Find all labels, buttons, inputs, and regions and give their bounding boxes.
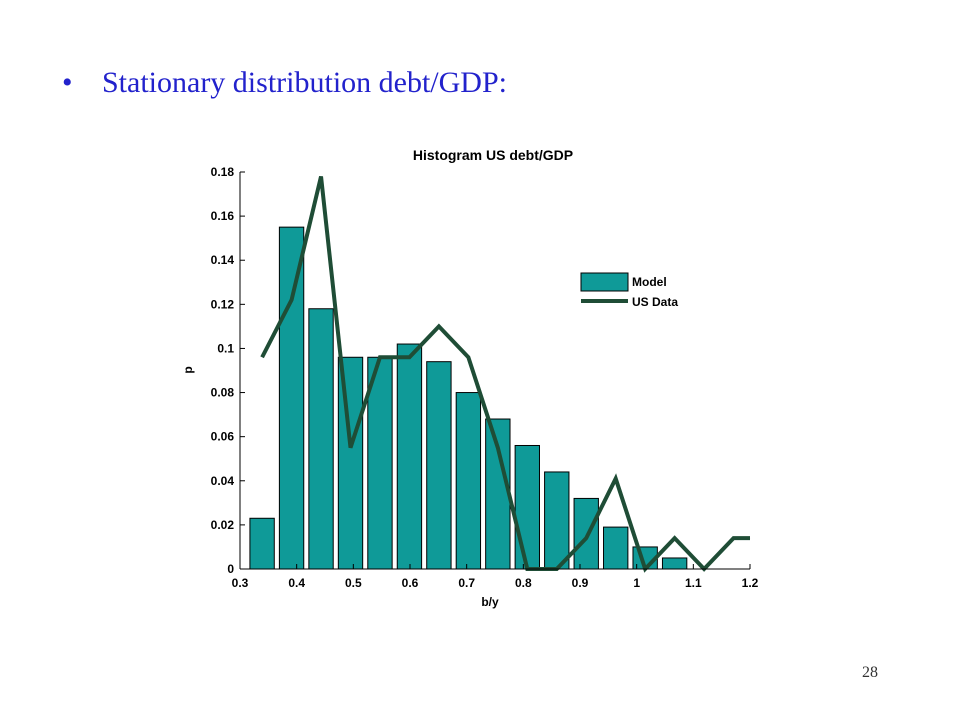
x-tick-label: 1.2 [742,576,759,590]
x-tick-label: 0.4 [288,576,305,590]
legend-model-swatch [580,272,629,292]
bar-model [603,526,629,570]
x-tick-label: 0.6 [402,576,419,590]
bar-model [455,392,482,570]
chart-title: Histogram US debt/GDP [413,147,573,163]
x-tick-label: 0.3 [232,576,249,590]
y-tick-label: 0.18 [211,165,235,179]
y-tick-label: 0.12 [211,297,235,311]
bar-model [544,471,570,570]
y-tick-label: 0.14 [211,253,235,267]
bar-model [249,517,275,570]
bar-model [278,226,305,570]
bar-model [426,361,452,570]
x-tick-label: 0.9 [572,576,589,590]
legend: Model US Data [580,272,678,309]
x-tick-label: 0.8 [515,576,532,590]
y-tick-label: 0.08 [211,386,235,400]
axes-group: 0 0.02 0.04 0.06 0.08 0.1 0.12 0.14 0.16 0.18 0.3 0… [211,165,759,590]
bars-group [249,226,688,570]
legend-us-data-label: US Data [632,295,678,309]
x-axis-label: b/y [481,595,499,609]
bar-model [661,557,688,570]
bar-model [337,356,364,570]
x-tick-label: 0.7 [458,576,475,590]
bar-model [396,343,423,570]
y-tick-label: 0.16 [211,209,235,223]
bullet-marker: • [62,66,73,99]
y-tick-label: 0.06 [211,430,235,444]
slide-heading: Stationary distribution debt/GDP: [102,66,507,99]
x-tick-label: 1 [633,576,640,590]
histogram-chart: Histogram US debt/GDP p b/y 0 0.02 0.04 0.0… [181,147,759,609]
bar-model [514,444,540,570]
y-tick-label: 0 [227,562,234,576]
x-tick-label: 1.1 [685,576,702,590]
page-number: 28 [862,664,878,681]
y-tick-label: 0.1 [217,341,234,355]
bar-model [308,308,334,570]
y-axis-label: p [181,366,195,373]
line-us-data [260,175,750,573]
x-tick-label: 0.5 [345,576,362,590]
legend-model-label: Model [632,275,667,289]
y-tick-label: 0.04 [211,474,235,488]
y-tick-label: 0.02 [211,518,235,532]
